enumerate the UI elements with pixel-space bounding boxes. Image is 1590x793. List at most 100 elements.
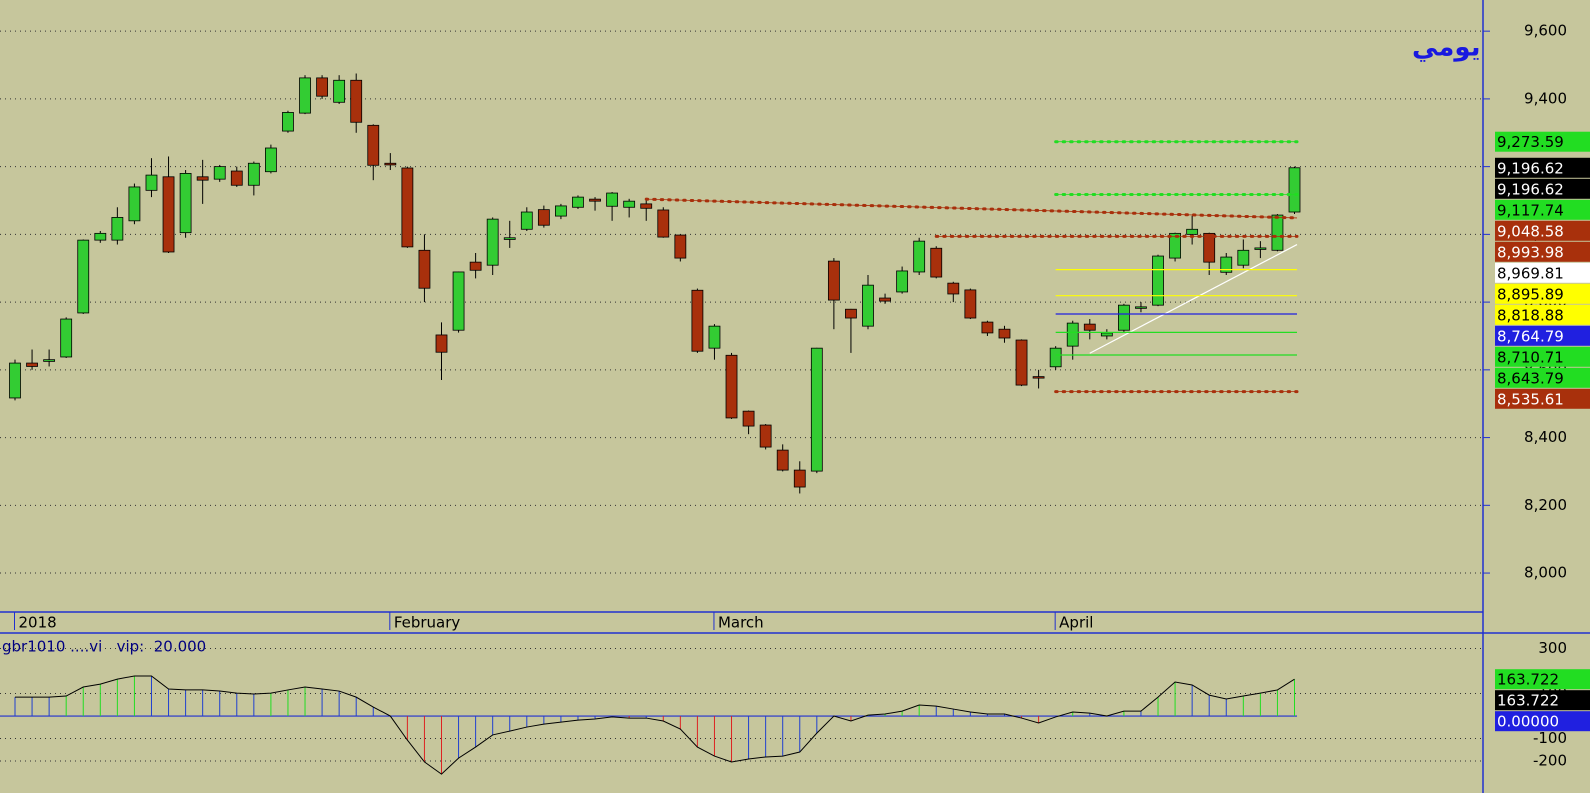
candle-body: [1118, 304, 1130, 331]
candle-body: [60, 318, 73, 358]
candle-body: [879, 297, 891, 302]
price-tag: [1495, 131, 1590, 152]
candle-body: [1271, 214, 1284, 251]
candle-body: [1049, 347, 1062, 368]
candle-body: [418, 249, 431, 289]
candle-body: [947, 282, 960, 295]
candle-body: [640, 203, 653, 209]
candle-body: [589, 198, 601, 202]
candle-body: [776, 449, 789, 471]
candle-body: [486, 218, 499, 266]
candle-body: [43, 359, 56, 362]
candle-body: [964, 289, 977, 319]
price-tag-label: 9,048.58: [1497, 222, 1564, 240]
candle-body: [520, 211, 533, 230]
price-tag: [1495, 262, 1590, 283]
candle-body: [981, 321, 994, 334]
price-tag-label: 163.722: [1497, 671, 1559, 689]
candle-body: [742, 410, 755, 427]
candle-body: [623, 200, 636, 208]
price-tag-label: 8,764.79: [1497, 327, 1564, 345]
candle-body: [555, 205, 567, 217]
candle-body: [179, 173, 192, 234]
price-tag: [1495, 241, 1590, 262]
price-tag: [1495, 711, 1590, 732]
candle-body: [913, 240, 926, 273]
candle-body: [94, 232, 107, 241]
candle-body: [606, 192, 618, 207]
candle-body: [1254, 247, 1267, 250]
candle-body: [111, 217, 124, 241]
x-tick-label: 2018: [19, 614, 57, 632]
candle-body: [503, 237, 516, 240]
price-tag-label: 8,895.89: [1497, 285, 1564, 303]
candle-body: [452, 271, 465, 331]
price-tag-label: 8,993.98: [1497, 243, 1564, 261]
price-tag-label: 9,117.74: [1497, 201, 1564, 219]
indicator-title: gbr1010 ....vi vip: 20.000: [2, 638, 206, 656]
level-line-thin: [646, 198, 1298, 219]
y-tick-label: -100: [1533, 729, 1567, 747]
x-tick-label: February: [394, 614, 461, 632]
y-tick-label: 8,200: [1524, 496, 1567, 514]
price-tag: [1495, 220, 1590, 241]
candle-body: [1169, 232, 1181, 259]
candle-body: [333, 79, 346, 103]
price-tag: [1495, 178, 1590, 199]
candle-body: [1186, 228, 1199, 235]
price-tag: [1495, 388, 1590, 409]
candle-body: [145, 174, 158, 191]
candle-body: [1100, 332, 1113, 337]
candle-body: [537, 209, 550, 226]
candle-body: [572, 196, 584, 208]
candle-body: [708, 325, 721, 349]
candle-body: [1237, 249, 1250, 266]
candle-body: [196, 176, 209, 181]
price-tag-label: 9,196.62: [1497, 180, 1564, 198]
candle-body: [316, 77, 328, 97]
price-tag: [1495, 304, 1590, 325]
candle-body: [862, 284, 874, 327]
price-tag-label: 8,643.79: [1497, 369, 1564, 387]
candle-body: [793, 469, 806, 488]
price-tag: [1495, 669, 1590, 690]
y-tick-label: 9,400: [1524, 89, 1567, 107]
price-tag: [1495, 157, 1590, 178]
price-tag-label: 0.00000: [1497, 713, 1559, 731]
candle-body: [657, 209, 670, 238]
y-tick-label: 300: [1538, 639, 1567, 657]
candle-body: [1083, 323, 1096, 331]
x-tick-label: March: [718, 614, 764, 632]
candle-body: [128, 186, 141, 222]
price-tag: [1495, 367, 1590, 388]
candle-body: [350, 79, 363, 123]
candle-body: [691, 289, 704, 352]
candle-body: [1152, 255, 1164, 306]
y-tick-label: 8,400: [1524, 428, 1567, 446]
candle-body: [1032, 376, 1045, 379]
indicator-line: [15, 675, 1295, 775]
candle-body: [282, 112, 294, 132]
candle-body: [998, 328, 1011, 339]
candle-body: [827, 260, 840, 301]
candle-body: [9, 362, 21, 399]
candle-body: [725, 354, 738, 419]
candle-body: [1203, 232, 1216, 263]
price-tag-label: 9,196.62: [1497, 159, 1564, 177]
candle-body: [162, 176, 175, 253]
candle-body: [367, 124, 380, 166]
x-tick-label: April: [1059, 614, 1093, 632]
candle-body: [845, 308, 857, 319]
candle-body: [1135, 306, 1147, 309]
candle-body: [384, 162, 397, 166]
candle-body: [1066, 322, 1079, 347]
price-tag: [1495, 346, 1590, 367]
candle-body: [759, 424, 772, 448]
price-tag-label: 163.722: [1497, 692, 1559, 710]
candle-body: [674, 234, 687, 259]
candle-body: [930, 247, 943, 278]
candle-body: [469, 261, 482, 271]
price-tag-label: 8,710.71: [1497, 348, 1564, 366]
